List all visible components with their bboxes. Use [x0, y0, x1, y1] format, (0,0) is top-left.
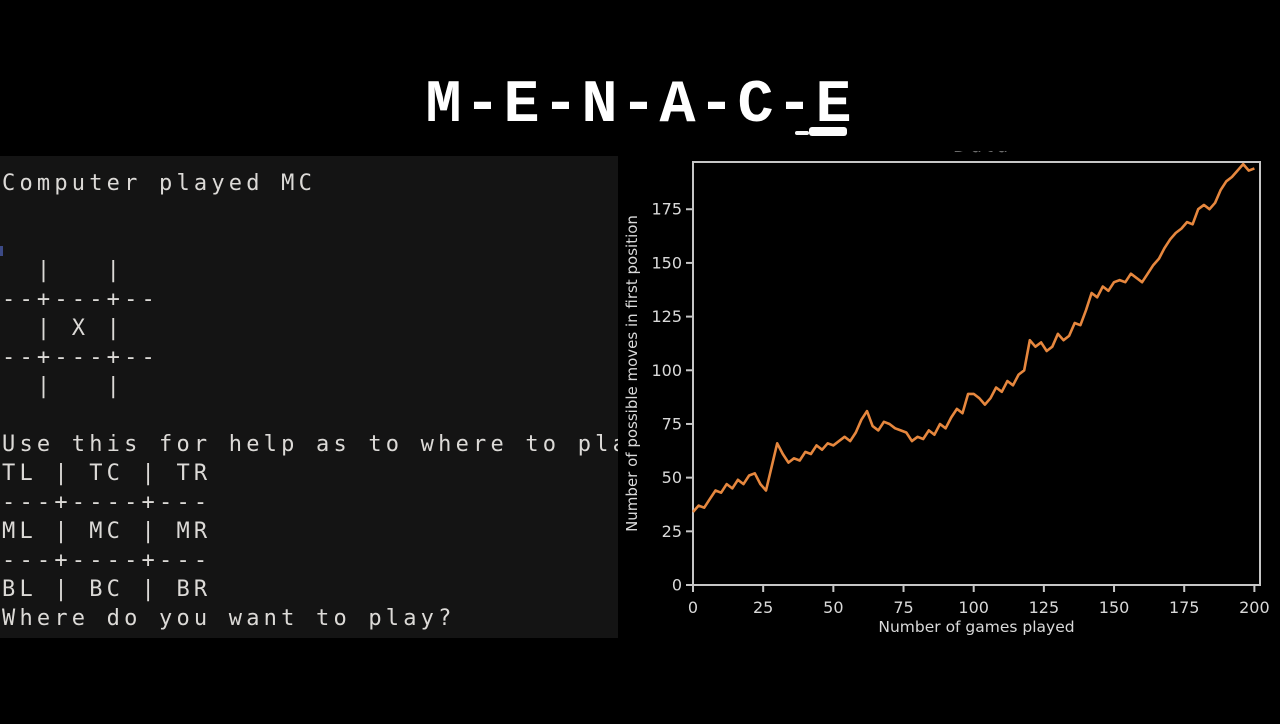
x-tick-label: 50 — [823, 598, 843, 617]
x-tick-label: 100 — [958, 598, 989, 617]
y-tick-label: 50 — [662, 468, 682, 487]
y-tick-label: 25 — [662, 522, 682, 541]
x-tick-label: 200 — [1239, 598, 1270, 617]
y-tick-label: 75 — [662, 414, 682, 433]
data-line — [692, 162, 1255, 513]
y-axis-title: Number of possible moves in first positi… — [623, 215, 641, 532]
x-tick-label: 150 — [1099, 598, 1130, 617]
screen-edge-artifact — [0, 246, 3, 256]
plot-box — [692, 161, 1261, 586]
terminal-output[interactable]: Computer played MC | | --+---+-- | X | -… — [2, 171, 618, 631]
main-title: M-E-N-A-C-E — [425, 72, 855, 140]
legend-cover — [944, 126, 1036, 152]
y-tick-label: 125 — [651, 307, 682, 326]
x-axis-title: Number of games played — [878, 618, 1074, 636]
x-tick-label: 25 — [753, 598, 773, 617]
y-tick-label: 150 — [651, 253, 682, 272]
y-tick-label: 175 — [651, 200, 682, 219]
x-tick-label: 75 — [893, 598, 913, 617]
learning-curve-chart: 0 25 50 75 100 125 150 175 0 25 50 75 100 125 150 175 20… — [623, 126, 1270, 636]
clipped-title-artifact — [809, 127, 847, 136]
y-tick-label: 100 — [651, 361, 682, 380]
y-tick-label: 0 — [672, 576, 682, 595]
chart-area: 0 25 50 75 100 125 150 175 0 25 50 75 100 125 150 175 20… — [620, 0, 1280, 720]
x-tick-label: 125 — [1029, 598, 1060, 617]
clipped-title-artifact — [795, 131, 809, 135]
x-tick-label: 0 — [688, 598, 698, 617]
x-tick-label: 175 — [1169, 598, 1200, 617]
terminal-window: Computer played MC | | --+---+-- | X | -… — [0, 156, 618, 638]
